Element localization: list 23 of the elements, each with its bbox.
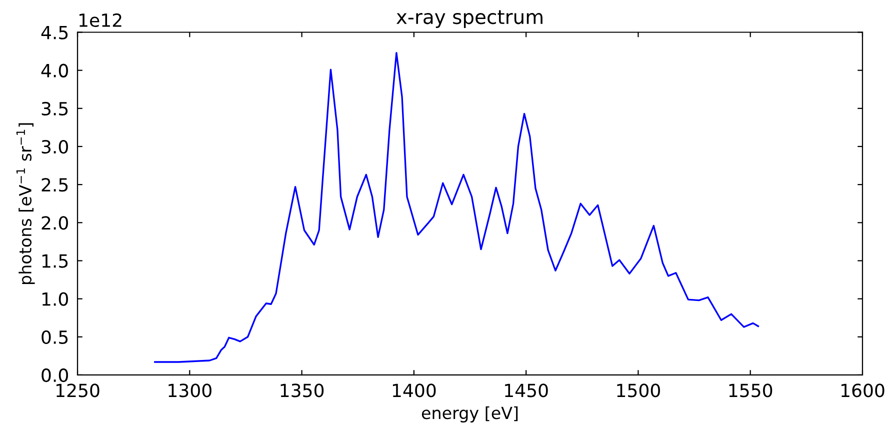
x-tick-label: 1350 [280,384,324,398]
x-tick-label: 1250 [56,384,100,398]
y-tick-label: 3.0 [42,140,68,154]
x-tick-label: 1300 [168,384,212,398]
y-tick-label: 4.5 [41,26,68,40]
text: 1e12 [80,13,122,28]
y-tick-label: 0.5 [42,330,68,344]
y-axis-title: photons [eV$^{−1}$ sr$^{−1}$] [16,123,35,284]
x-tick-label: 1600 [841,384,884,398]
x-tick-label: 1550 [729,384,772,398]
y-tick-label: 4.0 [41,64,68,78]
y-tick-label: 3.5 [42,102,68,116]
y-tick-label: 2.5 [42,178,68,192]
y-tick-label: 1.0 [42,292,68,306]
x-tick-label: 1450 [505,384,548,398]
y-tick-label: 0.0 [42,368,68,382]
x-axis-title: energy [eV] [422,406,518,422]
x-tick-label: 1500 [617,384,660,398]
chart-title: x-ray spectrum [396,10,542,28]
line-series [154,52,760,363]
x-tick-label: 1400 [392,384,436,398]
y-tick-label: 2.0 [42,216,68,230]
y-tick-label: 1.5 [42,254,68,268]
